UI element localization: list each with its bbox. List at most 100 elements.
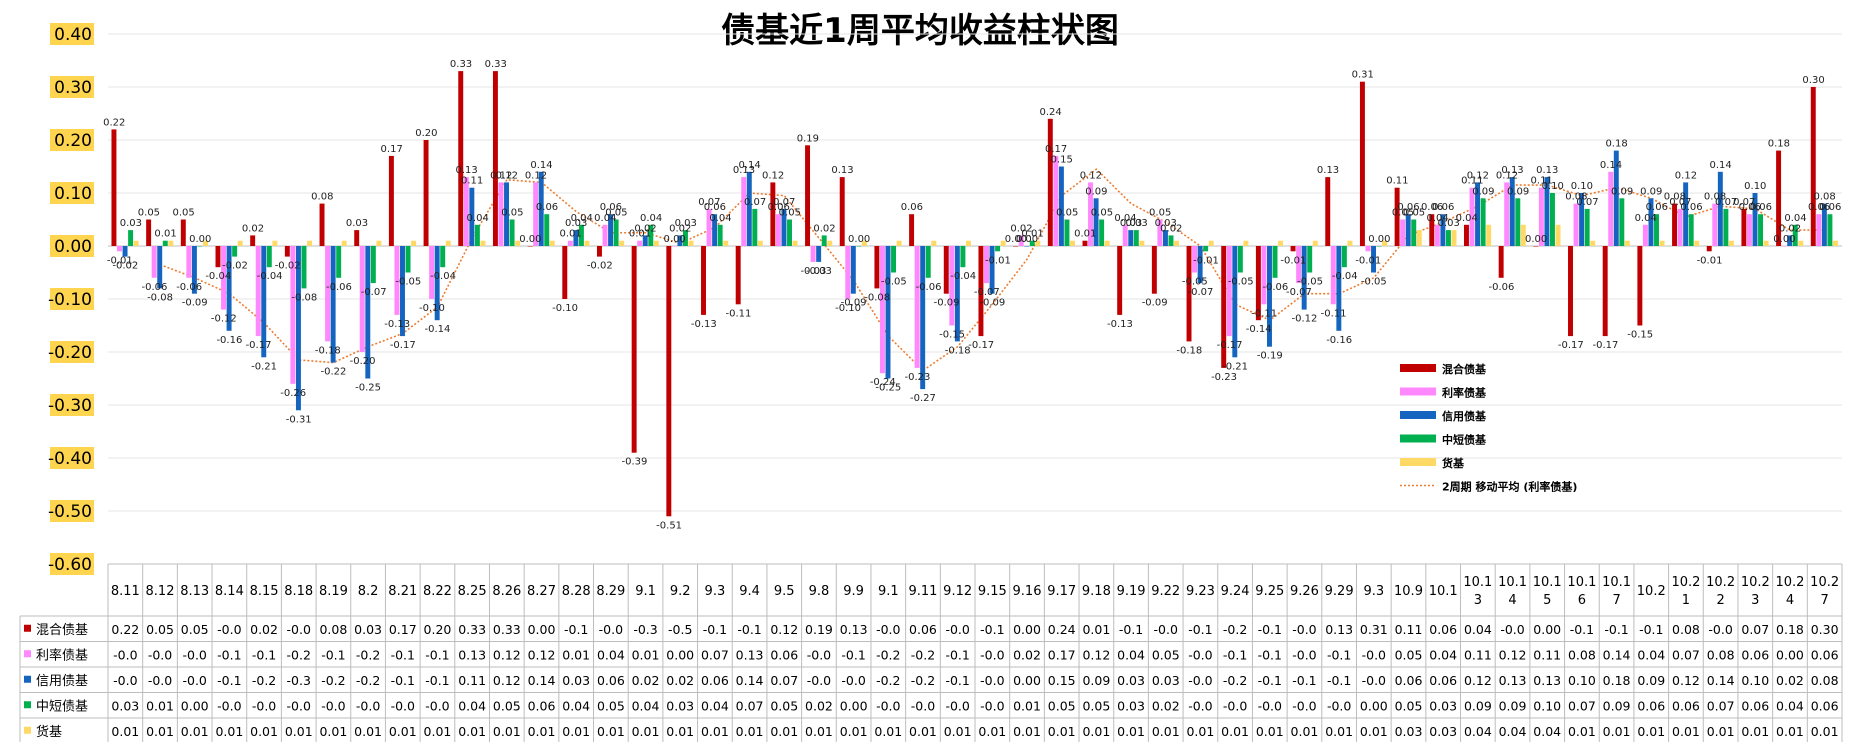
bar	[1099, 219, 1105, 246]
bar	[949, 246, 955, 326]
data-label: 0.02	[242, 223, 264, 234]
data-label: -0.07	[361, 287, 387, 298]
bar	[1312, 240, 1318, 246]
data-label: -0.07	[1187, 287, 1213, 298]
data-label: 0.08	[1814, 192, 1836, 203]
table-cell: 0.01	[944, 724, 972, 739]
category-label: 9.8	[809, 584, 830, 599]
table-cell: -0.0	[1258, 698, 1282, 713]
table-cell: -0.0	[287, 622, 311, 637]
table-cell: -0.1	[425, 647, 449, 662]
bar	[319, 203, 325, 246]
bar	[909, 214, 915, 246]
category-label: 9.11	[909, 584, 938, 599]
category-label: 8.15	[250, 584, 279, 599]
bar	[237, 240, 243, 246]
table-cell: 0.04	[458, 698, 486, 713]
table-cell: -0.1	[1604, 622, 1628, 637]
bar	[1515, 198, 1521, 246]
table-cell: 0.12	[1464, 673, 1492, 688]
data-label: -0.01	[1697, 255, 1723, 266]
table-cell: -0.0	[113, 673, 137, 688]
table-cell: -0.1	[1570, 622, 1594, 637]
bar	[1082, 240, 1088, 246]
table-cell: 0.31	[1360, 622, 1388, 637]
table-cell: 0.07	[1707, 698, 1735, 713]
table-cell: 0.00	[1533, 622, 1561, 637]
table-cell: -0.0	[217, 622, 241, 637]
bar	[1371, 246, 1376, 273]
data-label: -0.13	[1107, 319, 1133, 330]
table-cell: 0.04	[1499, 724, 1527, 739]
y-tick-label: 0.20	[54, 131, 92, 151]
category-label: 9.23	[1186, 584, 1215, 599]
table-cell: 0.14	[736, 673, 764, 688]
bar	[180, 219, 186, 246]
category-label: 10.1 5	[1533, 575, 1562, 608]
bar	[469, 187, 475, 246]
legend-swatch	[1400, 364, 1436, 372]
table-cell: 0.10	[1568, 673, 1596, 688]
data-label: 0.10	[1744, 181, 1766, 192]
bar	[1573, 203, 1579, 246]
category-label: 10.2 1	[1671, 575, 1700, 608]
table-cell: 0.01	[1186, 724, 1214, 739]
bar	[1555, 224, 1561, 246]
bar	[1296, 246, 1302, 284]
data-label: 0.00	[1005, 234, 1027, 245]
bar	[232, 246, 238, 257]
y-tick-label: -0.20	[48, 343, 92, 363]
table-cell: 0.07	[1741, 622, 1769, 637]
bar	[1717, 171, 1723, 246]
category-label: 9.2	[670, 584, 691, 599]
data-label: 0.05	[172, 208, 194, 219]
table-cell: 0.00	[1360, 698, 1388, 713]
table-cell: 0.00	[1013, 622, 1041, 637]
table-cell: 0.14	[1707, 673, 1735, 688]
bar	[642, 235, 648, 246]
data-label: -0.18	[315, 345, 341, 356]
data-label: 0.07	[1733, 197, 1755, 208]
table-cell: -0.0	[252, 698, 276, 713]
bar	[920, 246, 926, 390]
data-label: 0.33	[485, 59, 507, 70]
bar	[885, 246, 891, 379]
data-label: 0.03	[675, 218, 697, 229]
bar	[1382, 240, 1388, 246]
data-label: -0.12	[1292, 314, 1318, 325]
bar	[1533, 246, 1539, 247]
data-label: 0.09	[1507, 186, 1529, 197]
bar	[666, 246, 672, 517]
table-cell: -0.2	[287, 647, 311, 662]
table-cell: 0.01	[1117, 724, 1145, 739]
data-label: 0.08	[1565, 192, 1587, 203]
bar	[931, 240, 937, 246]
bar	[1226, 246, 1232, 337]
data-label: 0.31	[1352, 70, 1374, 81]
bar	[498, 182, 504, 246]
y-tick-label: 0.40	[54, 25, 92, 45]
category-label: 9.5	[774, 584, 795, 599]
bar	[458, 71, 464, 246]
data-label: 0.06	[1739, 202, 1761, 213]
table-cell: 0.08	[1811, 673, 1839, 688]
y-axis-ticks: 0.40 0.30 0.20 0.10 0.00 -0.10 -0.20 -0.30 -0.40…	[48, 23, 94, 575]
data-label: 0.33	[450, 59, 472, 70]
table-cell: -0.1	[391, 673, 415, 688]
category-label: 8.2	[358, 584, 379, 599]
data-label: 0.03	[1125, 218, 1147, 229]
data-label: -0.01	[985, 255, 1011, 266]
table-cell: -0.2	[356, 673, 380, 688]
table-cell: -0.2	[911, 673, 935, 688]
table-cell: -0.2	[876, 647, 900, 662]
data-label: -0.13	[691, 319, 717, 330]
bar	[781, 208, 787, 246]
bar	[341, 240, 347, 246]
table-cell: 0.01	[1013, 698, 1041, 713]
bar	[157, 246, 163, 289]
bar	[1365, 246, 1371, 252]
table-cell: 0.01	[1221, 724, 1249, 739]
bar	[619, 240, 625, 246]
y-tick-label: 0.30	[54, 78, 92, 98]
table-cell: 0.01	[1776, 724, 1804, 739]
